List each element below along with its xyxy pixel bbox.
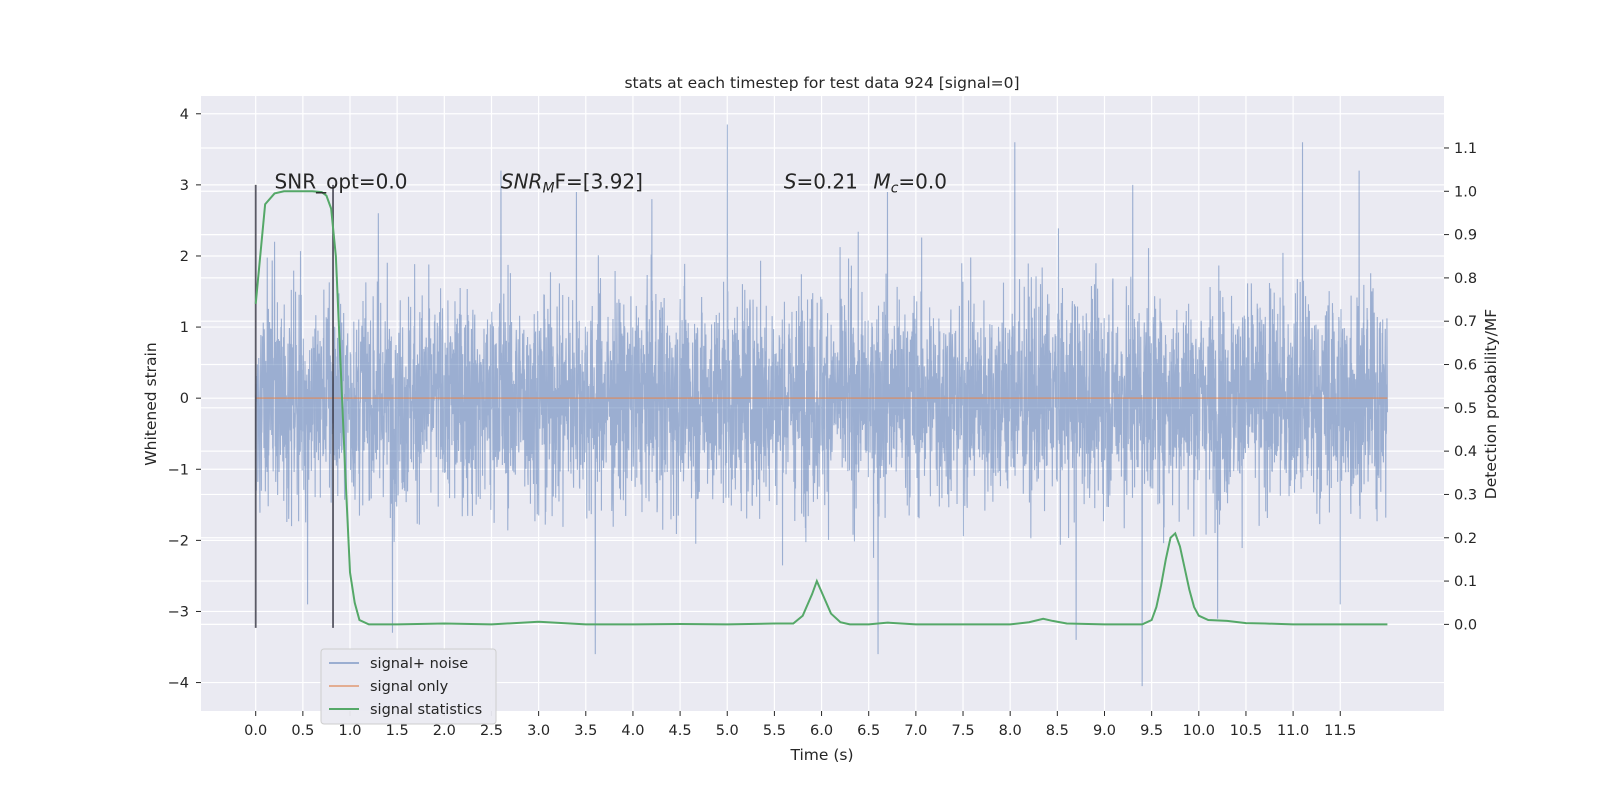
x-tick-label: 7.5 xyxy=(951,723,974,739)
x-tick-label: 8.0 xyxy=(999,723,1022,739)
series-signal-statistics xyxy=(254,190,1388,626)
x-tick-label: 6.0 xyxy=(810,723,833,739)
x-tick-label: 0.5 xyxy=(291,723,314,739)
x-tick-label: 8.5 xyxy=(1046,723,1069,739)
annotation-symbol: M xyxy=(873,169,890,193)
x-tick-label: 11.0 xyxy=(1277,723,1309,739)
y-axis-title: Whitened strain xyxy=(142,342,160,465)
x-tick-label: 5.0 xyxy=(716,723,739,739)
chart-title: stats at each timestep for test data 924… xyxy=(624,74,1019,92)
annotation-value: F=[3.92] xyxy=(555,169,643,193)
y-tick-label: 0 xyxy=(180,391,189,407)
annotation-symbol: SNR xyxy=(501,169,543,193)
y-tick-label: −1 xyxy=(168,462,189,478)
x-tick-label: 4.5 xyxy=(669,723,692,739)
x-tick-label: 7.0 xyxy=(904,723,927,739)
x-tick-label: 6.5 xyxy=(857,723,880,739)
x-tick-label: 2.5 xyxy=(480,723,503,739)
y2-tick-label: 0.9 xyxy=(1454,228,1477,244)
annotation-text: SNRMF=[3.92] xyxy=(501,169,643,196)
vertical-markers xyxy=(254,184,334,628)
y-tick-label: 2 xyxy=(180,249,189,265)
y2-tick-label: 0.7 xyxy=(1454,314,1477,330)
annotation-symbol: S xyxy=(784,169,797,193)
legend: signal+ noise signal only signal statist… xyxy=(320,648,497,725)
x-tick-label: 4.0 xyxy=(621,723,644,739)
x-tick-label: 10.0 xyxy=(1183,723,1215,739)
x-tick-label: 0.0 xyxy=(244,723,267,739)
x-tick-label: 3.5 xyxy=(574,723,597,739)
y-tick-label: −2 xyxy=(168,533,189,549)
x-tick-label: 5.5 xyxy=(763,723,786,739)
y2-tick-label: 0.8 xyxy=(1454,271,1477,287)
x-tick-label: 1.5 xyxy=(386,723,409,739)
x-tick-label: 9.5 xyxy=(1140,723,1163,739)
annotation-value: =0.21 xyxy=(797,169,858,193)
x-tick-label: 3.0 xyxy=(527,723,550,739)
x-axis-ticks: 0.0 0.5 1.0 1.5 2.0 2.5 3.0 3.5 4.0 4.5 5.0 5.5 6.0 6… xyxy=(244,711,1356,739)
y2-tick-label: 1.1 xyxy=(1454,141,1477,157)
y2-tick-label: 0.2 xyxy=(1454,531,1477,547)
annotation-value: =0.0 xyxy=(898,169,947,193)
y2-tick-label: 0.6 xyxy=(1454,358,1477,374)
x-axis-title: Time (s) xyxy=(789,746,853,764)
y-tick-label: 1 xyxy=(180,320,189,336)
y2-tick-label: 0.5 xyxy=(1454,401,1477,417)
legend-label-signal-statistics: signal statistics xyxy=(370,702,482,718)
x-tick-label: 10.5 xyxy=(1230,723,1262,739)
y-tick-label: −3 xyxy=(168,604,189,620)
y2-tick-label: 0.4 xyxy=(1454,444,1477,460)
y-tick-label: 3 xyxy=(180,178,189,194)
signal-statistics-line xyxy=(254,190,1388,626)
y2-tick-label: 0.0 xyxy=(1454,617,1477,633)
x-tick-label: 11.5 xyxy=(1324,723,1356,739)
annotation-text: SNR_opt=0.0 xyxy=(275,169,408,193)
y2-axis-title: Detection probability/MF xyxy=(1482,309,1500,500)
x-tick-label: 1.0 xyxy=(338,723,361,739)
y2-tick-label: 0.1 xyxy=(1454,574,1477,590)
annotation-text: Mc=0.0 xyxy=(873,169,947,196)
annotation-text: S=0.21 xyxy=(784,169,858,193)
legend-box xyxy=(320,648,497,725)
annotation-subscript: c xyxy=(891,180,899,196)
y-tick-label: −4 xyxy=(168,676,189,692)
x-tick-label: 2.0 xyxy=(433,723,456,739)
annotations: SNR_opt=0.0 SNRMF=[3.92] S=0.21 Mc=0.0 xyxy=(275,169,947,196)
legend-label-signal-noise: signal+ noise xyxy=(370,656,468,672)
y2-tick-label: 0.3 xyxy=(1454,487,1477,503)
y-axis-left-ticks: 4 3 2 1 0 −1 −2 −3 −4 xyxy=(168,107,201,692)
y-tick-label: 4 xyxy=(180,107,189,123)
annotation-subscript: M xyxy=(542,180,554,196)
legend-label-signal-only: signal only xyxy=(370,679,449,695)
y-axis-right-ticks: 1.1 1.0 0.9 0.8 0.7 0.6 0.5 0.4 0.3 0.2 0.1 0.0 xyxy=(1444,141,1477,633)
x-tick-label: 9.0 xyxy=(1093,723,1116,739)
y2-tick-label: 1.0 xyxy=(1454,184,1477,200)
